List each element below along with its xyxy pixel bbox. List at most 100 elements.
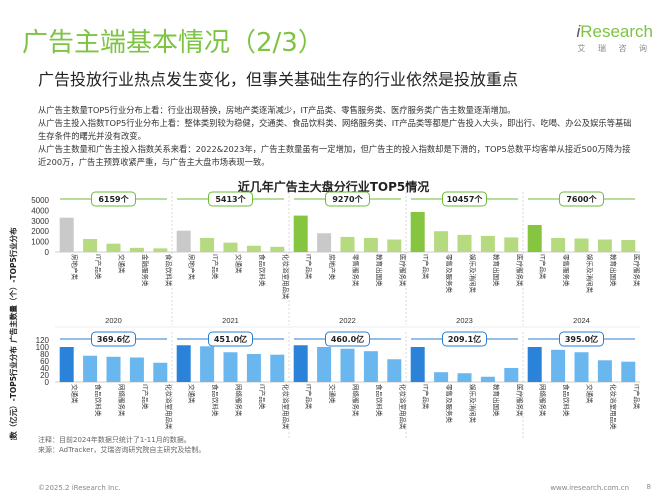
group-total-label: 395.0亿 xyxy=(565,334,598,344)
logo-tagline: 艾 瑞 咨 询 xyxy=(577,44,653,53)
group-total-label: 451.0亿 xyxy=(214,334,247,344)
bar xyxy=(83,239,98,252)
category-label: 食品饮料类 xyxy=(211,384,220,417)
bar xyxy=(504,368,519,382)
category-label: 网络服务类 xyxy=(352,384,361,417)
group-total-label: 5413个 xyxy=(215,194,246,204)
bar xyxy=(340,348,355,382)
y-tick-label: 40 xyxy=(40,364,49,373)
bar xyxy=(527,347,542,382)
category-label: 医疗服务类 xyxy=(632,254,641,287)
footer-note: 注释：目前2024年数据只统计了1-11月的数据。 xyxy=(38,436,191,444)
category-label: IT产品类 xyxy=(305,384,314,410)
summary-line-3: 从广告主数量和广告主投入指数关系来看：2022&2023年，广告主数量虽有一定增… xyxy=(38,144,631,167)
bar xyxy=(317,347,332,382)
category-label: 娱乐及消闲类 xyxy=(469,384,478,424)
bar xyxy=(270,246,285,252)
year-label: 2024 xyxy=(573,316,590,325)
footer-source: 来源：AdTracker，艾瑞咨询研究院自主研究及绘制。 xyxy=(38,446,206,454)
footer-notes: 注释：目前2024年数据只统计了1-11月的数据。 来源：AdTracker，艾… xyxy=(38,435,205,455)
bar xyxy=(363,351,378,382)
category-label: 娱乐及消闲类 xyxy=(586,254,595,294)
category-label: 交通类 xyxy=(235,254,244,274)
bar xyxy=(597,239,612,252)
y-axis-label: 广告主数量（个）-TOP5行业分布 xyxy=(8,227,18,343)
category-label: 教育出国类 xyxy=(609,254,618,287)
category-label: 食品饮料类 xyxy=(375,384,384,417)
y-tick-label: 0 xyxy=(45,248,50,257)
category-label: 娱乐及消闲类 xyxy=(469,254,478,294)
group-total-label: 460.0亿 xyxy=(331,334,364,344)
y-tick-label: 20 xyxy=(40,371,49,380)
category-label: 房地产类 xyxy=(328,254,337,281)
year-label: 2020 xyxy=(105,316,122,325)
total-box xyxy=(442,191,487,207)
group-total-label: 10457个 xyxy=(447,194,484,204)
summary-line-1: 从广告主数量TOP5行业分布上看：行业出现替换，房地产类逐渐减少，IT产品类、零… xyxy=(38,105,516,115)
y-tick-label: 5000 xyxy=(31,196,49,205)
category-label: 房地产类 xyxy=(71,254,80,281)
bar xyxy=(457,234,472,252)
category-label: 化妆浴室用品类 xyxy=(398,384,407,430)
bar xyxy=(129,357,144,382)
bar xyxy=(574,238,589,252)
y-axis-label: 广告主投入指数（亿元）-TOP5行业分布 xyxy=(8,346,18,440)
bar xyxy=(293,215,308,252)
category-label: 食品饮料类 xyxy=(562,384,571,417)
bar xyxy=(223,352,238,382)
category-label: 教育出国类 xyxy=(492,384,501,417)
group-total-label: 9270个 xyxy=(332,194,363,204)
bar xyxy=(83,355,98,382)
category-label: 金融服务类 xyxy=(141,254,150,287)
year-label: 2021 xyxy=(222,316,239,325)
website: www.iresearch.com.cn xyxy=(550,484,629,492)
bar xyxy=(129,247,144,252)
bar xyxy=(106,243,121,252)
bar xyxy=(200,346,215,382)
category-label: 教育出国类 xyxy=(375,254,384,287)
bar xyxy=(621,361,636,382)
copyright: ©2025.2 iResearch Inc. xyxy=(38,484,121,492)
bar xyxy=(293,345,308,382)
category-label: 化妆浴室用品类 xyxy=(281,254,290,300)
bar xyxy=(59,347,74,382)
category-label: 医疗服务类 xyxy=(515,254,524,287)
total-box xyxy=(91,331,136,347)
group-total-label: 369.6亿 xyxy=(97,334,130,344)
category-label: 化妆浴室用品类 xyxy=(164,384,173,430)
total-box xyxy=(91,191,136,207)
chart-title: 近几年广告主大盘分行业TOP5情况 xyxy=(237,180,430,194)
bar xyxy=(410,347,425,382)
y-tick-label: 100 xyxy=(36,343,50,352)
category-label: 交通类 xyxy=(118,254,127,274)
bar xyxy=(410,211,425,252)
bar xyxy=(176,230,191,252)
y-tick-label: 4000 xyxy=(31,206,49,215)
y-tick-label: 2000 xyxy=(31,227,49,236)
bar xyxy=(200,237,215,252)
category-label: 交通类 xyxy=(586,384,595,404)
total-box xyxy=(208,191,253,207)
category-label: 教育出国类 xyxy=(492,254,501,287)
bar xyxy=(387,359,402,382)
bar xyxy=(551,349,566,382)
page-title: 广告主端基本情况（2/3） xyxy=(22,28,324,58)
total-box xyxy=(559,191,604,207)
bar xyxy=(176,345,191,382)
bar xyxy=(106,356,121,382)
bar xyxy=(434,372,449,382)
iresearch-logo: iResearch 艾 瑞 咨 询 xyxy=(576,22,653,54)
bar xyxy=(317,233,332,252)
y-tick-label: 3000 xyxy=(31,217,49,226)
bar xyxy=(153,248,168,252)
logo-text: iResearch xyxy=(576,22,653,41)
bar xyxy=(574,352,589,382)
total-box xyxy=(442,331,487,347)
category-label: IT产品类 xyxy=(94,254,103,280)
page-number: 8 xyxy=(646,483,651,491)
page-subtitle: 广告投放行业热点发生变化，但事关基础生存的行业依然是投放重点 xyxy=(38,70,519,89)
y-tick-label: 60 xyxy=(40,357,49,366)
bar xyxy=(363,237,378,252)
category-label: 零售服务类 xyxy=(352,254,361,287)
year-label: 2023 xyxy=(456,316,473,325)
